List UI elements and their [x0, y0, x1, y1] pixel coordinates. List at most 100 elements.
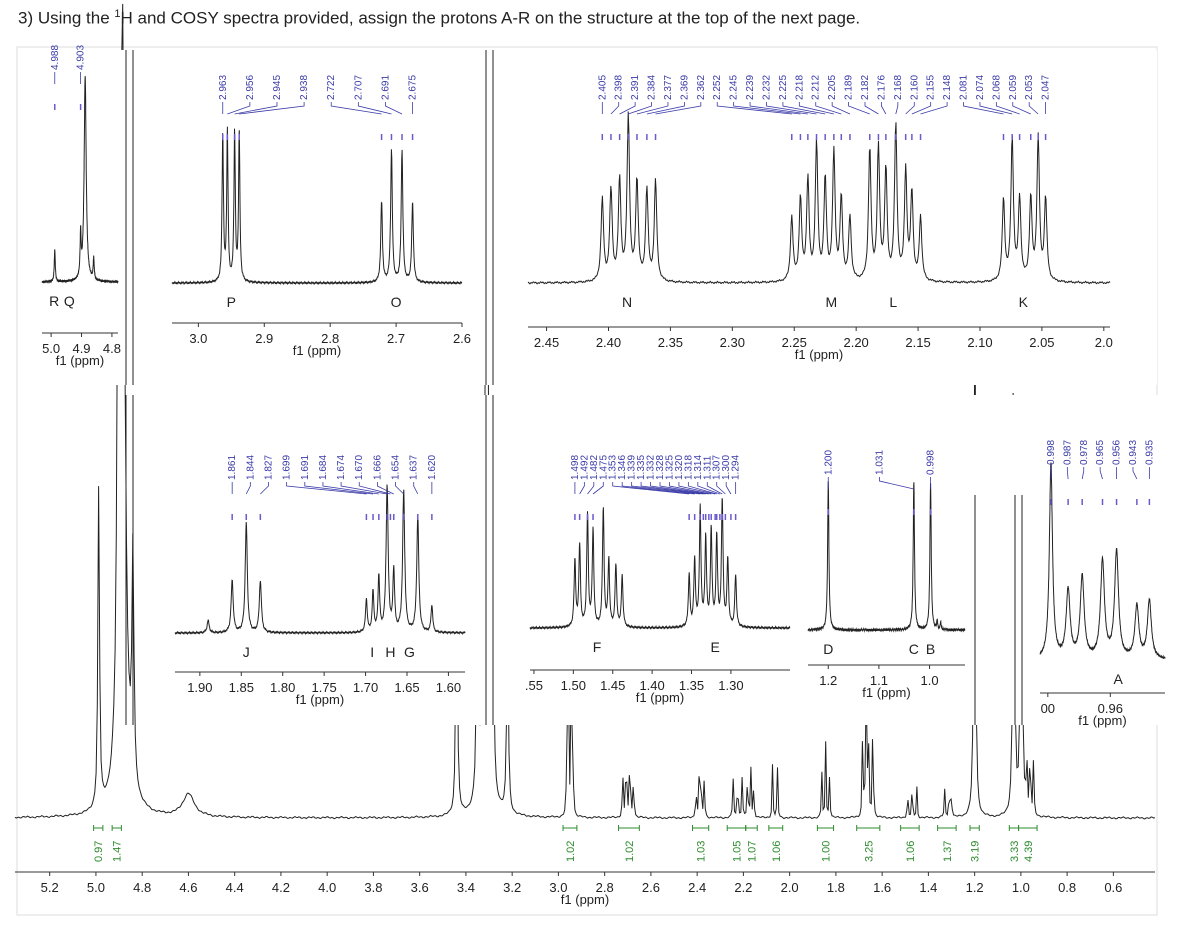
peak-label: 1.307: [712, 455, 723, 480]
peak-label: 2.160: [909, 75, 920, 100]
peak-label: 2.398: [614, 75, 625, 100]
assignment-letter: I: [370, 644, 374, 660]
integral-label: 1.06: [905, 841, 917, 862]
peak-label-leader: [260, 482, 269, 495]
x-tick-label: 5.0: [42, 341, 60, 356]
x-tick-label: 1.75: [311, 680, 336, 695]
peak-label-leader: [1028, 102, 1039, 115]
peak-label-leader: [413, 482, 419, 495]
integral-label: 1.03: [696, 841, 708, 862]
peak-label: 2.232: [761, 75, 772, 100]
x-tick-label: 4.9: [72, 341, 90, 356]
peak-label: 2.707: [353, 75, 364, 100]
x-tick-label: 1.0: [1012, 880, 1030, 895]
x-tick-label: 3.8: [364, 880, 382, 895]
x-tick-label: 2.6: [642, 880, 660, 895]
peak-label: 1.353: [608, 455, 619, 480]
peak-label: 2.182: [860, 75, 871, 100]
assignment-letter: M: [826, 294, 838, 310]
x-axis-label: f1 (ppm): [1078, 713, 1126, 728]
spectrum-inset-dcb: 1.2 1.1 1.0 f1 (ppm) 1.200 1.031 0.998 D C B: [807, 450, 966, 700]
peak-label: 2.218: [794, 75, 805, 100]
spectrum-trace: [171, 126, 463, 286]
spectrum-inset-po: 3.0 2.9 2.8 2.7 2.6 f1 (ppm) 2.963 2.956 2.945 2.…: [171, 75, 471, 358]
assignment-letter: L: [889, 294, 897, 310]
peak-label-leader: [864, 102, 879, 115]
peak-label-leader: [610, 102, 620, 115]
x-tick-label: 2.2: [734, 880, 752, 895]
peak-label: 1.311: [702, 455, 713, 480]
peak-label: 0.943: [1128, 440, 1139, 465]
peak-label: 1.314: [693, 455, 704, 480]
x-tick-label: 2.25: [782, 335, 807, 350]
integral-label: 1.37: [942, 841, 954, 862]
peak-label-leader: [815, 102, 842, 115]
x-tick-label: 3.0: [549, 880, 567, 895]
peak-label: 2.053: [1024, 75, 1035, 100]
peak-label-leader: [245, 482, 251, 495]
spectrum-inset-rq: 5.0 4.9 4.8f1 (ppm) 4.988 4.903 R Q: [41, 45, 121, 368]
peak-label-leader: [340, 482, 388, 495]
peak-label: 1.320: [674, 455, 685, 480]
peak-label-leader: [749, 102, 808, 115]
peak-label-leader: [659, 482, 709, 495]
peak-label: 2.081: [959, 75, 970, 100]
x-tick-label: 1.1: [870, 673, 888, 688]
peak-label: 1.674: [336, 455, 347, 480]
assignment-letter: P: [227, 294, 236, 310]
peak-label: 2.059: [1008, 75, 1019, 100]
peak-label: 1.654: [391, 455, 402, 480]
peak-label: 2.074: [975, 75, 986, 100]
peak-label-leader: [304, 482, 374, 495]
spectrum-trace: [527, 111, 1111, 285]
x-tick-label: 1.4: [919, 880, 937, 895]
x-tick-label: 2.40: [596, 335, 621, 350]
x-tick-label: 2.15: [905, 335, 930, 350]
assignment-letter: A: [1113, 671, 1123, 687]
peak-label-leader: [227, 102, 251, 115]
peak-label-leader: [286, 482, 367, 495]
peak-label: 2.362: [696, 75, 707, 100]
spectrum-inset-nk: 2.45 2.40 2.35 2.30 2.25 2.20 2.15 2.10 2.05 2.0 f…: [527, 75, 1113, 362]
peak-label-leader: [358, 482, 391, 495]
peak-label-leader: [706, 482, 723, 495]
peak-label: 1.339: [627, 455, 638, 480]
spectrum-trace: [41, 76, 119, 285]
x-tick-label: 5.0: [87, 880, 105, 895]
assignment-letter: K: [1019, 294, 1029, 310]
peak-label: 2.377: [663, 75, 674, 100]
x-tick-label: 2.0: [781, 880, 799, 895]
spectrum-trace: [807, 481, 966, 633]
peak-label-leader: [905, 102, 915, 115]
peak-label-leader: [911, 102, 932, 115]
spectrum-inset-fe: .55 1.50 1.45 1.40 1.35 1.30 f1 (ppm) 1.4981.49…: [525, 455, 791, 705]
integral-label: 3.19: [970, 841, 982, 862]
spectrum-trace: [174, 484, 466, 636]
peak-label-leader: [587, 482, 595, 495]
spectrum-trace: [529, 498, 791, 631]
x-tick-label: 1.0: [921, 673, 939, 688]
question-superscript: 1: [114, 8, 121, 20]
peak-label: 1.482: [589, 455, 600, 480]
x-tick-label: 2.30: [720, 335, 745, 350]
x-axis-label: f1 (ppm): [636, 690, 684, 705]
peak-label: 2.252: [712, 75, 723, 100]
peak-label: 1.620: [427, 455, 438, 480]
peak-label: 0.987: [1062, 440, 1073, 465]
peak-label-leader: [655, 102, 702, 115]
x-tick-label: 1.45: [600, 678, 625, 693]
peak-label-leader: [592, 482, 604, 495]
x-axis-label: f1 (ppm): [795, 347, 843, 362]
peak-label: 1.318: [683, 455, 694, 480]
peak-label-leader: [831, 102, 851, 115]
x-tick-label: 1.85: [229, 680, 254, 695]
peak-label: 1.492: [579, 455, 590, 480]
peak-label-leader: [697, 482, 721, 495]
x-tick-label: 3.2: [503, 880, 521, 895]
peak-label-leader: [357, 102, 392, 115]
x-tick-label: 2.8: [321, 331, 339, 346]
peak-label: 2.068: [991, 75, 1002, 100]
integral-label: 1.00: [820, 841, 832, 862]
assignment-letter: D: [823, 641, 833, 657]
